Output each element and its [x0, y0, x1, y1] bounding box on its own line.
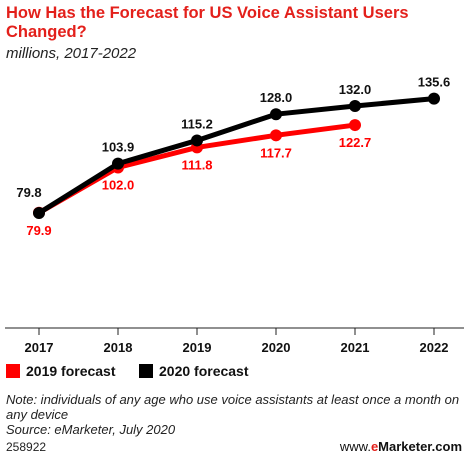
brand-suffix: .com — [431, 439, 462, 454]
x-axis-tick-label: 2018 — [104, 340, 133, 355]
data-label: 79.9 — [26, 223, 51, 238]
data-point — [349, 100, 361, 112]
plot-area: 2017 2018 2019 2020 2021 2022 79.9 102.0 111.8 11… — [5, 75, 464, 379]
legend-swatch — [6, 364, 20, 378]
data-point — [33, 207, 45, 220]
data-label: 103.9 — [102, 140, 135, 155]
brand-prefix: www. — [339, 439, 371, 454]
line-chart: 2017 2018 2019 2020 2021 2022 79.9 102.0 111.8 11… — [5, 75, 464, 379]
legend-label: 2020 forecast — [159, 363, 249, 379]
data-label: 128.0 — [260, 90, 293, 105]
footnote: Note: individuals of any age who use voi… — [6, 392, 464, 437]
data-label: 135.6 — [418, 75, 451, 90]
data-point — [270, 129, 282, 142]
x-axis-tick-label: 2017 — [25, 340, 54, 355]
x-axis-tick-label: 2019 — [183, 340, 212, 355]
data-point — [428, 92, 440, 105]
series-line — [36, 96, 437, 216]
data-point — [349, 119, 361, 132]
x-axis-tick-label: 2021 — [341, 340, 370, 355]
data-point — [270, 108, 282, 121]
data-label: 132.0 — [339, 82, 372, 97]
x-axis-tick-label: 2022 — [420, 340, 449, 355]
data-label: 111.8 — [181, 157, 212, 172]
data-label: 115.2 — [181, 116, 213, 131]
brand-name: Marketer — [378, 439, 432, 454]
chart-id: 258922 — [6, 440, 47, 454]
source-text: Source: eMarketer, July 2020 — [6, 422, 176, 437]
emarketer-logo[interactable]: www.eMarketer.com — [340, 439, 462, 454]
data-label: 122.7 — [339, 135, 372, 150]
data-label: 79.8 — [16, 185, 41, 200]
chart-title: How Has the Forecast for US Voice Assist… — [6, 4, 409, 41]
brand-e: e — [370, 439, 379, 454]
data-label: 102.0 — [102, 178, 135, 193]
x-axis-tick-label: 2020 — [262, 340, 291, 355]
data-point — [112, 157, 124, 170]
data-point — [191, 134, 203, 147]
chart-subtitle: millions, 2017-2022 — [6, 45, 137, 62]
note-text: Note: individuals of any age who use voi… — [6, 392, 460, 422]
legend-swatch — [139, 364, 153, 378]
data-label: 117.7 — [260, 145, 292, 160]
legend-label: 2019 forecast — [26, 363, 116, 379]
